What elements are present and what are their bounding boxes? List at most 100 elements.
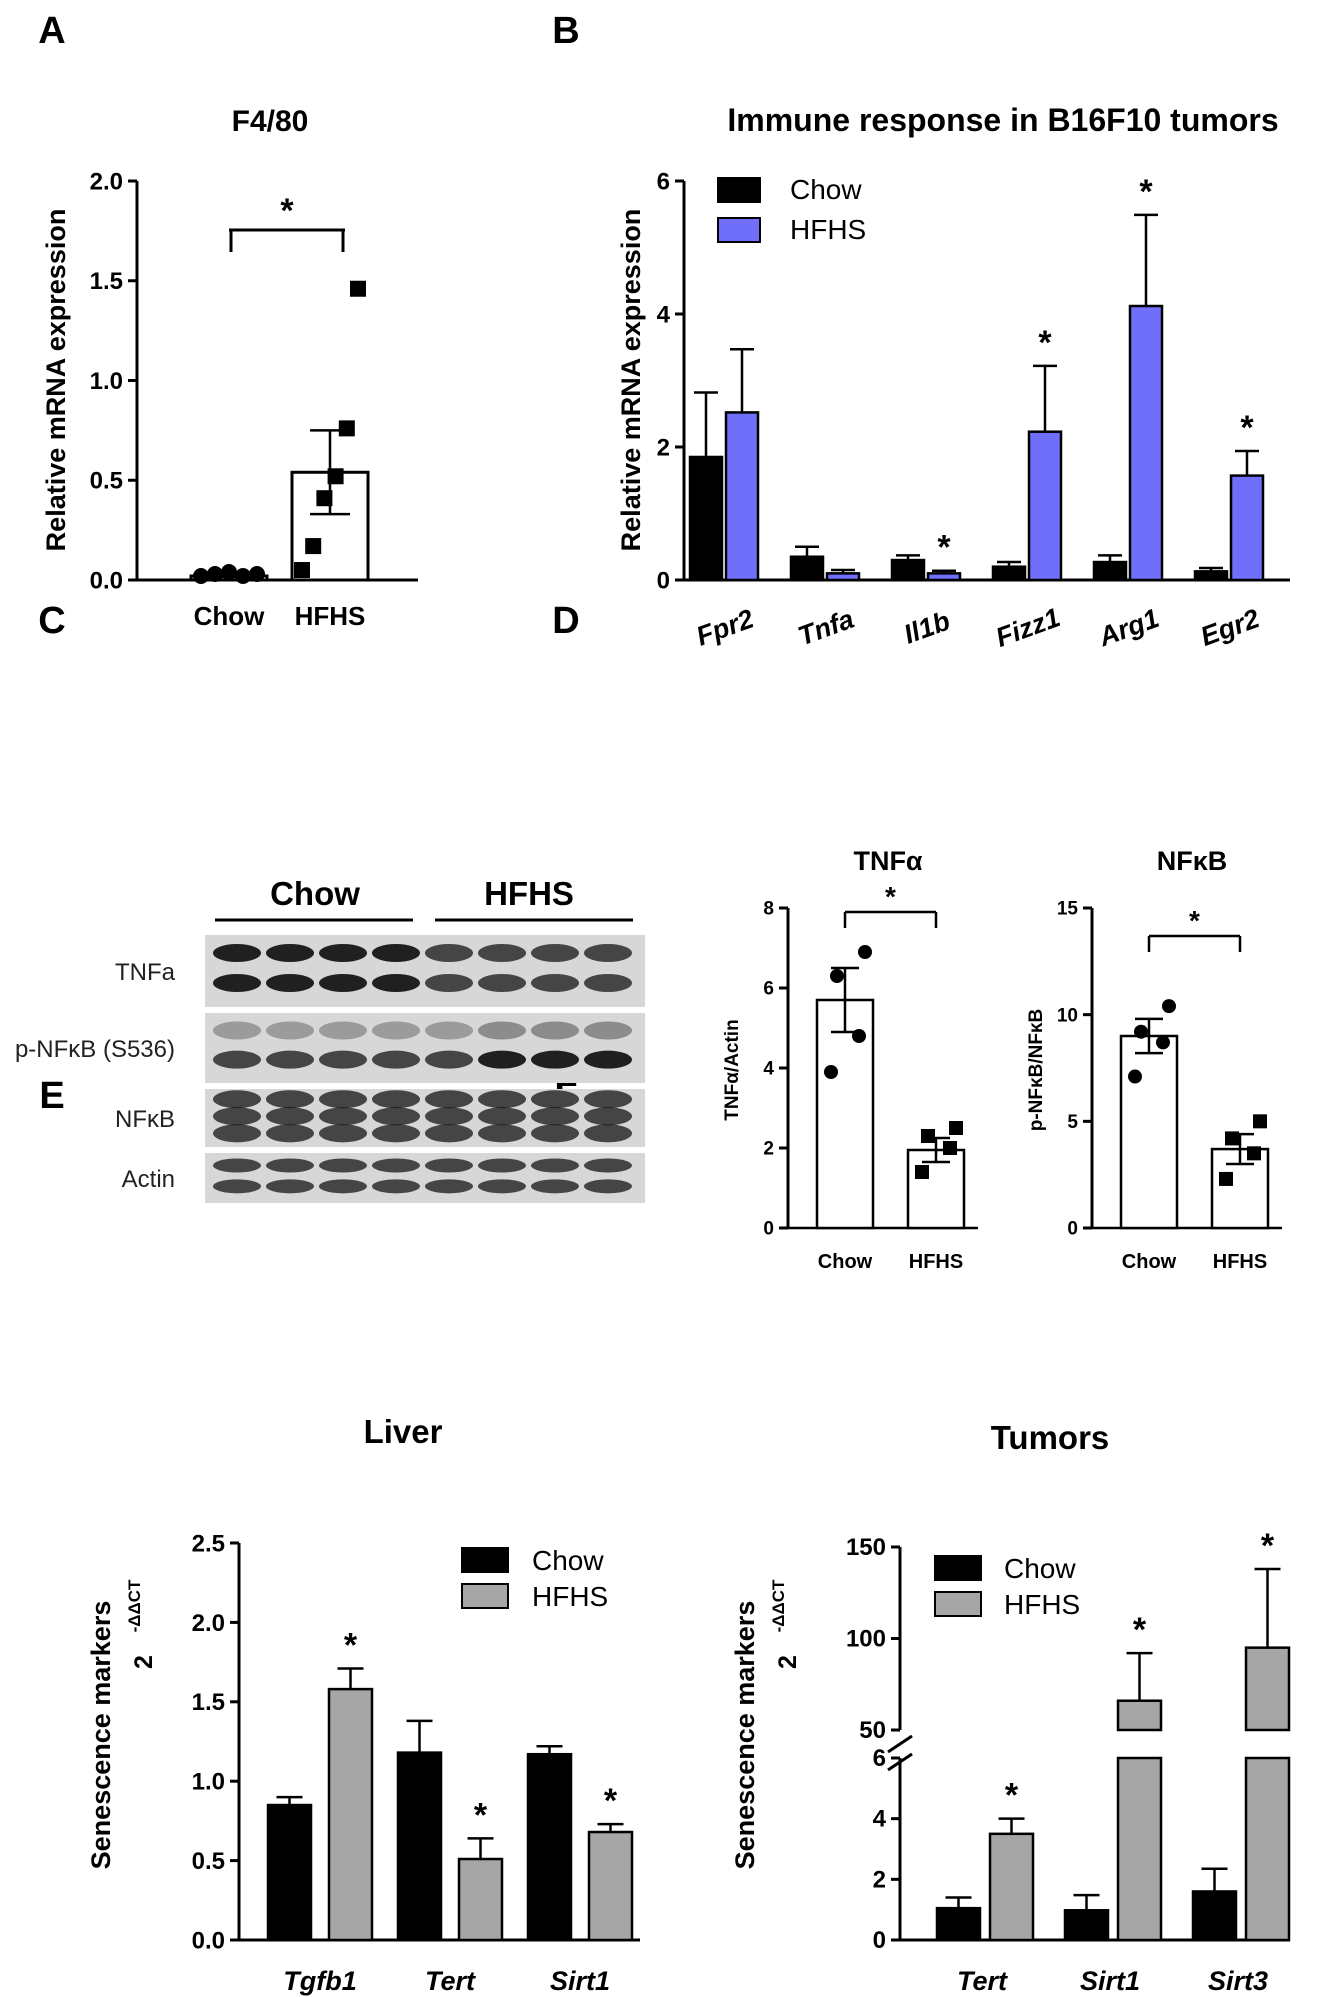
blot-band: [213, 1158, 261, 1173]
blot-group-label: Chow: [270, 875, 360, 912]
blot-band: [372, 1090, 420, 1109]
chart-d-nfkb-point: [1128, 1069, 1142, 1084]
chart-a-ylabel: Relative mRNA expression: [41, 209, 71, 552]
chart-e-bar: [526, 1752, 573, 1942]
blot-group-label: HFHS: [484, 875, 574, 912]
blot-band: [531, 1158, 579, 1173]
chart-b-ylabel: Relative mRNA expression: [616, 209, 646, 552]
blot-band: [478, 1124, 526, 1143]
blot-band: [531, 1179, 579, 1194]
chart-b-x-label: Fpr2: [692, 603, 757, 651]
blot-band: [266, 1021, 314, 1040]
chart-e-legend-swatch: [461, 1547, 509, 1573]
chart-f-sig-star: *: [1133, 1611, 1147, 1649]
chart-b-x-label: Arg1: [1094, 603, 1163, 653]
chart-d-tnf-y-tick-label: 0: [763, 1219, 774, 1240]
blot-band: [319, 1021, 367, 1040]
blot-band: [319, 1158, 367, 1173]
panel-letter-c: C: [38, 600, 65, 642]
chart-a-point: [305, 538, 322, 555]
chart-d-tnf-point: [824, 1065, 838, 1079]
chart-b-y-tick-label: 0: [657, 567, 670, 594]
chart-e-x-label: Sirt1: [550, 1966, 610, 1996]
chart-b-bar: [1193, 570, 1229, 582]
chart-f-bar-lower-segment: [1116, 1756, 1163, 1942]
blot-band: [319, 1107, 367, 1126]
chart-d-nfkb-point: [1156, 1035, 1170, 1050]
chart-e-bar: [457, 1857, 504, 1942]
chart-f-x-label: Tert: [957, 1966, 1008, 1996]
chart-a-point: [193, 568, 209, 585]
chart-b-sig-star: *: [1240, 409, 1254, 447]
chart-b-bar: [789, 555, 825, 582]
chart-f-y-tick-label: 150: [846, 1534, 886, 1561]
chart-a-point: [294, 562, 310, 579]
chart-b-x-label: Il1b: [900, 605, 954, 649]
blot-band: [213, 1090, 261, 1109]
chart-f-y-tick-label: 6: [873, 1745, 886, 1772]
blot-band: [266, 1050, 314, 1069]
blot-band: [266, 1124, 314, 1143]
chart-b-sig-star: *: [937, 529, 951, 567]
blot-band: [531, 1021, 579, 1040]
chart-b-title: Immune response in B16F10 tumors: [727, 102, 1278, 138]
blot-band: [425, 1158, 473, 1173]
chart-f-bar-lower-segment: [1244, 1756, 1291, 1942]
chart-b-x-label: Fizz1: [992, 602, 1064, 653]
chart-a-point: [350, 280, 366, 297]
blot-band: [372, 1124, 420, 1143]
chart-b-bar: [825, 572, 861, 582]
blot-row-label: Actin: [122, 1166, 175, 1193]
blot-band: [584, 974, 632, 992]
chart-d-nfkb-y-tick-label: 0: [1067, 1219, 1078, 1240]
chart-d-nfkb-point: [1225, 1131, 1239, 1146]
chart-f-y-tick-label: 4: [873, 1806, 887, 1833]
blot-band: [213, 1021, 261, 1040]
chart-d-tnf-x-label: HFHS: [909, 1251, 963, 1273]
chart-d-nfkb-point: [1162, 999, 1176, 1014]
chart-d-nfkb-ylabel: p-NFκB/NFκB: [1026, 1009, 1047, 1132]
blot-band: [372, 944, 420, 962]
blot-band: [478, 1021, 526, 1040]
blot-band: [478, 944, 526, 962]
chart-d-nfkb-y-tick-label: 5: [1067, 1112, 1078, 1133]
blot-band: [372, 1107, 420, 1126]
blot-band: [372, 974, 420, 992]
panel-letter-e: E: [39, 1075, 64, 1117]
blot-band: [531, 1050, 579, 1069]
blot-band: [372, 1179, 420, 1194]
blot-band: [372, 1021, 420, 1040]
chart-f-axis-break: [887, 1752, 913, 1772]
chart-a-point: [327, 468, 344, 485]
chart-d-tnf-y-tick-label: 4: [763, 1059, 774, 1080]
chart-f-y-tick-label: 100: [846, 1626, 886, 1653]
blot-band: [425, 974, 473, 992]
chart-d-nfkb-title: NFκB: [1157, 846, 1228, 876]
blot-band: [531, 1124, 579, 1143]
blot-strip: [205, 1013, 645, 1083]
chart-b-bar: [1092, 560, 1128, 582]
panel-letter-b: B: [552, 10, 579, 52]
chart-a-title: F4/80: [232, 105, 309, 138]
chart-f-bar: [1191, 1890, 1238, 1942]
chart-e-y-tick-label: 1.0: [192, 1769, 225, 1796]
blot-band: [425, 1124, 473, 1143]
chart-e-y-tick-label: 0.5: [192, 1848, 225, 1875]
blot-band: [266, 944, 314, 962]
chart-d-nfkb-point: [1219, 1171, 1233, 1186]
blot-band: [266, 1179, 314, 1194]
chart-a-y-tick-label: 1.5: [90, 268, 123, 295]
chart-f-y-tick-label: 0: [873, 1927, 886, 1954]
chart-d-tnf-point: [830, 969, 844, 983]
blot-band: [584, 1158, 632, 1173]
blot-band: [584, 1021, 632, 1040]
chart-f-legend-label: HFHS: [1004, 1589, 1080, 1620]
chart-d-nfkb-bar: [1119, 1034, 1179, 1230]
chart-f-bar: [1063, 1909, 1110, 1942]
blot-band: [425, 1107, 473, 1126]
blot-band: [319, 1090, 367, 1109]
chart-f-ylabel: Senescence markers: [730, 1601, 760, 1870]
chart-e-sig-star: *: [344, 1626, 358, 1664]
chart-a-point: [235, 568, 251, 585]
